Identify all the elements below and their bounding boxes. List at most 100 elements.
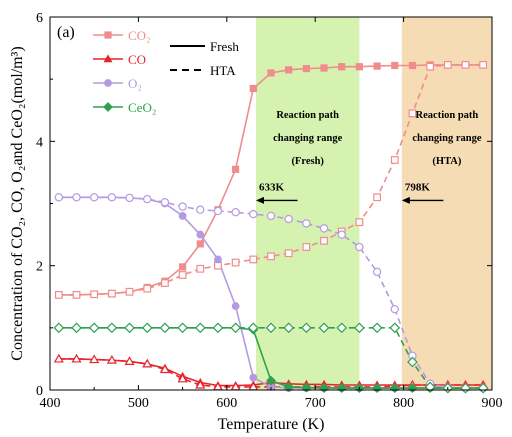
arrow-label-1: 798K (405, 181, 431, 193)
point-o2-hta-2 (89, 193, 99, 202)
point-co-hta-6 (159, 364, 170, 374)
point-o2-hta-13 (284, 214, 293, 224)
highlight-region-1 (401, 17, 492, 390)
point-o2-hta-18 (372, 267, 382, 277)
arrow-head-1 (401, 196, 410, 204)
legend-label-ceo2: CeO₂ (128, 100, 156, 115)
point-co2-hta-1 (72, 290, 81, 299)
point-ceo2-hta-0 (53, 322, 65, 334)
legend-marker-co2 (104, 31, 112, 39)
point-o2-hta-4 (125, 193, 134, 203)
point-co2-hta-4 (125, 287, 134, 296)
point-co-hta-8 (195, 379, 206, 389)
point-o2-hta-8 (196, 205, 205, 214)
point-o2-hta-14 (302, 219, 311, 228)
panel-label: (a) (57, 24, 75, 41)
point-co2-hta-20 (408, 109, 417, 118)
point-ceo2-hta-12 (265, 322, 277, 334)
point-ceo2-hta-18 (371, 322, 383, 334)
y-ticks: 0 2 4 6 (36, 11, 492, 399)
point-co2-fresh-15 (320, 64, 328, 72)
point-ceo2-hta-14 (301, 322, 312, 334)
point-o2-hta-0 (54, 193, 64, 202)
point-co-hta-7 (177, 373, 188, 383)
point-ceo2-hta-20 (407, 356, 418, 368)
point-ceo2-hta-6 (159, 322, 171, 334)
x-tick-label-0: 400 (40, 396, 61, 411)
point-co2-fresh-10 (232, 165, 240, 173)
point-co2-fresh-7 (179, 263, 187, 271)
point-co2-hta-8 (196, 264, 205, 273)
point-o2-hta-3 (107, 193, 117, 202)
point-ceo2-hta-7 (177, 322, 188, 334)
legend-marker-o2 (104, 79, 112, 87)
point-ceo2-hta-15 (318, 322, 330, 334)
point-ceo2-hta-3 (106, 322, 118, 334)
point-co-hta-4 (124, 356, 135, 366)
point-o2-hta-15 (319, 224, 329, 233)
point-co2-fresh-13 (285, 66, 293, 74)
x-tick-label-5: 900 (482, 396, 503, 411)
point-ceo2-hta-4 (124, 322, 135, 334)
point-ceo2-hta-19 (389, 322, 401, 334)
point-ceo2-hta-16 (336, 322, 348, 334)
point-o2-fresh-11 (249, 373, 258, 382)
region-0-text-0: Reaction path (276, 110, 339, 121)
point-co2-fresh-19 (391, 61, 399, 70)
point-o2-hta-16 (337, 230, 346, 239)
point-ceo2-hta-11 (247, 322, 259, 334)
legend-label-o2: O₂ (128, 76, 142, 91)
point-co2-hta-11 (249, 255, 258, 264)
point-ceo2-hta-21 (424, 381, 436, 393)
point-o2-hta-7 (178, 202, 187, 211)
point-co2-fresh-20 (408, 61, 417, 70)
point-co2-hta-10 (231, 258, 240, 267)
point-co2-hta-9 (214, 261, 222, 270)
x-tick-label-2: 600 (216, 396, 237, 411)
legend-marker-ceo2 (103, 102, 113, 112)
temperature-arrows: 633K 798K (255, 181, 444, 204)
legend-marker-co (103, 54, 113, 63)
point-o2-fresh-10 (231, 302, 240, 310)
point-co2-hta-24 (479, 60, 488, 69)
point-co2-hta-7 (178, 271, 187, 279)
point-co-hta-1 (71, 353, 82, 363)
y-tick-label-3: 6 (36, 11, 43, 26)
point-co2-fresh-14 (302, 64, 310, 73)
point-o2-hta-6 (160, 198, 170, 207)
arrow-label-0: 633K (259, 181, 285, 193)
point-o2-hta-19 (390, 304, 399, 314)
point-co2-fresh-11 (249, 84, 257, 93)
arrow-head-0 (255, 196, 264, 204)
point-co2-hta-0 (54, 290, 63, 299)
point-co2-hta-21 (426, 62, 435, 71)
point-o2-hta-5 (143, 194, 152, 204)
point-co2-hta-19 (390, 156, 399, 164)
point-co2-fresh-8 (196, 240, 204, 248)
legend-style-label-hta: HTA (210, 63, 236, 78)
point-co2-hta-17 (355, 218, 364, 227)
point-co2-hta-23 (461, 60, 470, 69)
point-ceo2-fresh-12 (266, 375, 276, 386)
point-ceo2-hta-5 (141, 322, 153, 334)
x-axis-title: Temperature (K) (218, 416, 325, 433)
point-o2-fresh-9 (214, 255, 222, 264)
point-co2-hta-18 (373, 193, 381, 202)
legend-label-co: CO (128, 52, 146, 67)
point-ceo2-hta-10 (230, 322, 241, 334)
point-co2-hta-15 (320, 236, 328, 245)
point-co2-hta-14 (302, 243, 311, 251)
point-o2-hta-1 (72, 193, 81, 202)
x-tick-label-3: 700 (305, 396, 326, 411)
point-co-hta-5 (142, 358, 153, 368)
region-1-text-2: (HTA) (432, 156, 461, 167)
point-ceo2-hta-17 (354, 322, 365, 334)
point-o2-hta-10 (231, 208, 240, 217)
point-co2-hta-5 (143, 284, 152, 293)
region-0-text-2: (Fresh) (291, 156, 324, 167)
point-co-hta-3 (106, 354, 117, 364)
region-0-text-1: changing range (273, 133, 342, 144)
point-co2-hta-3 (107, 289, 116, 298)
legend-label-co2: CO₂ (128, 28, 151, 43)
